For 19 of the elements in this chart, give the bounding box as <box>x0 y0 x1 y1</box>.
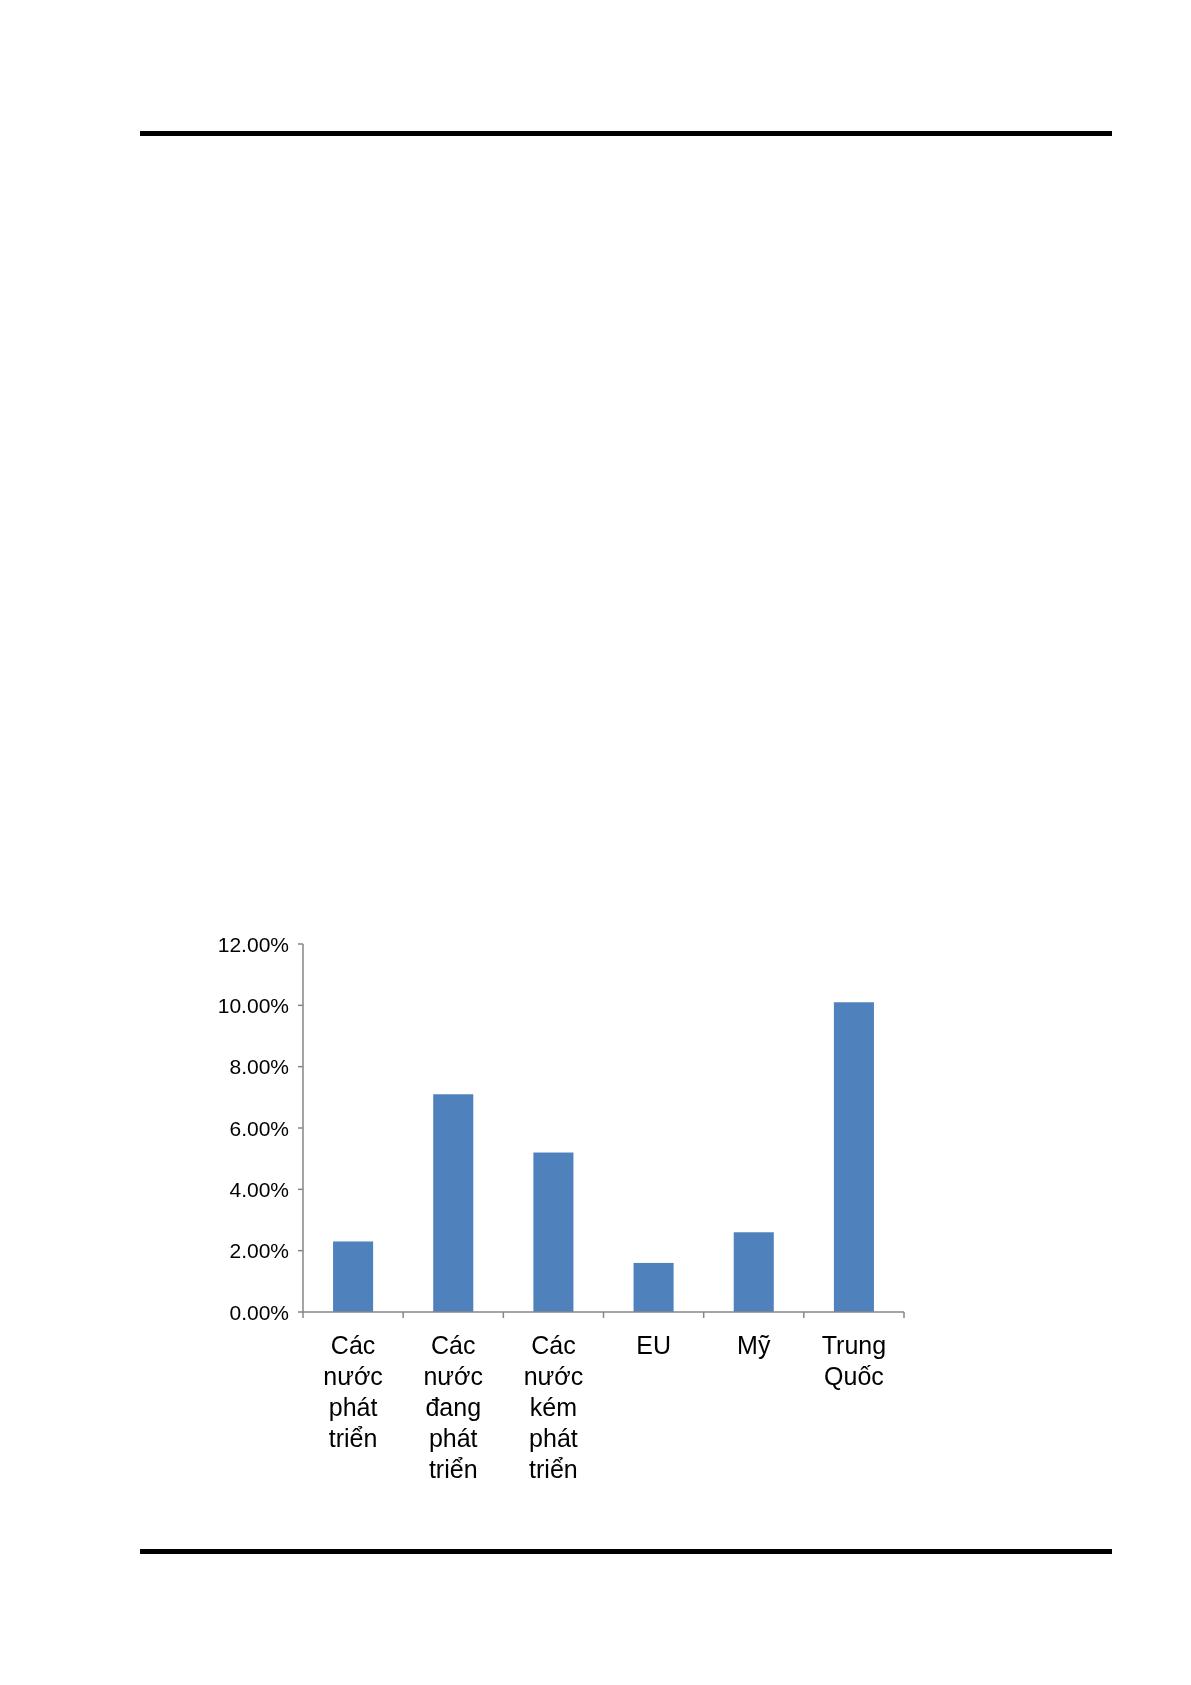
x-tick-label: EU <box>636 1331 671 1359</box>
bar <box>533 1152 574 1312</box>
x-tick-label: Mỹ <box>737 1331 771 1359</box>
x-tick-label: Các nước kém phát triển <box>523 1331 584 1483</box>
y-tick-label: 0.00% <box>229 1300 289 1324</box>
x-tick-label: Trung Quốc <box>821 1331 887 1390</box>
y-tick-label: 4.00% <box>229 1177 289 1201</box>
y-tick-label: 6.00% <box>229 1116 289 1140</box>
y-tick-label: 10.00% <box>217 993 289 1017</box>
y-tick-label: 2.00% <box>229 1239 289 1263</box>
x-tick-label: Các nước đang phát triển <box>423 1331 484 1483</box>
bar <box>733 1232 774 1312</box>
y-tick-label: 12.00% <box>217 932 289 956</box>
bar <box>633 1262 674 1312</box>
y-tick-label: 8.00% <box>229 1055 289 1079</box>
bar <box>433 1094 474 1312</box>
bar <box>333 1241 374 1312</box>
bar <box>833 1002 874 1312</box>
x-tick-label: Các nước phát triển <box>323 1331 383 1452</box>
